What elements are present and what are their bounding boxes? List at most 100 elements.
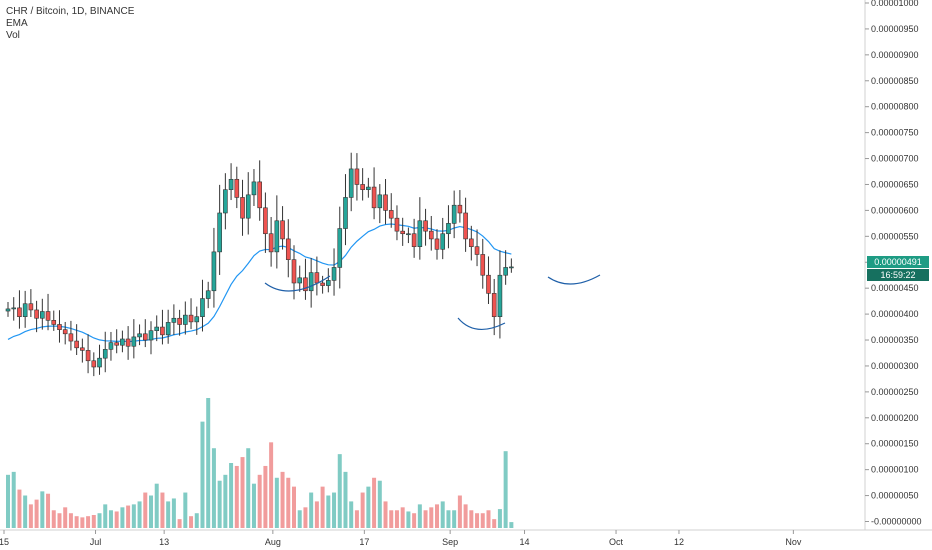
candle[interactable] [320,282,325,286]
candle[interactable] [85,350,91,362]
candle[interactable] [326,280,331,286]
candle[interactable] [360,184,365,190]
candle[interactable] [291,259,297,284]
legend-symbol[interactable]: CHR / Bitcoin, 1D, BINANCE [6,6,135,17]
y-tick-label: 0.00000350 [871,335,919,345]
candle[interactable] [28,303,34,311]
candle[interactable] [22,303,28,317]
candle[interactable] [245,194,251,219]
candle[interactable] [285,238,291,260]
candle[interactable] [366,186,371,190]
candle[interactable] [400,230,405,235]
candle[interactable] [509,266,514,269]
candle[interactable] [57,324,62,330]
candle[interactable] [280,220,285,240]
candle[interactable] [491,293,497,317]
candle[interactable] [223,189,228,214]
candle[interactable] [446,223,451,235]
candle[interactable] [406,233,411,236]
candle[interactable] [80,347,85,351]
candle[interactable] [383,194,388,211]
candle[interactable] [423,220,428,232]
candle[interactable] [188,314,194,323]
legend-ema[interactable]: EMA [6,18,28,29]
candle[interactable] [131,336,137,347]
candle[interactable] [45,311,51,321]
candle[interactable] [388,210,394,219]
candle[interactable] [205,290,211,299]
candle[interactable] [469,238,474,247]
candle[interactable] [97,357,102,368]
candle[interactable] [434,238,440,250]
candle[interactable] [91,360,97,368]
candle[interactable] [228,178,234,190]
candle[interactable] [440,233,446,250]
candle[interactable] [74,340,79,349]
candle[interactable] [457,204,463,214]
candle[interactable] [154,326,160,331]
candle[interactable] [142,333,148,341]
candle[interactable] [297,277,303,284]
candle[interactable] [480,254,486,276]
candle[interactable] [200,298,205,317]
candle[interactable] [120,338,125,346]
candle[interactable] [217,212,222,253]
rounded-bottom-arc-sep[interactable] [457,317,506,330]
candle[interactable] [68,333,74,342]
candle[interactable] [211,251,217,292]
candle[interactable] [274,220,280,253]
candle[interactable] [40,311,45,319]
candle[interactable] [331,267,337,281]
candle[interactable] [257,181,262,209]
candle[interactable] [314,272,320,284]
candle[interactable] [183,314,188,325]
candle[interactable] [17,307,22,317]
candle[interactable] [417,220,423,247]
candle[interactable] [451,204,457,224]
candle[interactable] [251,181,257,196]
candle[interactable] [102,349,108,359]
candle[interactable] [11,307,17,310]
candle[interactable] [194,316,200,323]
candle[interactable] [234,178,240,198]
candle[interactable] [268,233,274,253]
candle[interactable] [263,207,268,235]
legend-vol[interactable]: Vol [6,30,20,41]
x-axis[interactable]: 15 Jul 13 Aug 17 Sep 14 Oct 12 Nov [0,530,802,547]
candle[interactable] [114,342,119,346]
candle[interactable] [474,246,480,255]
volume-bar [475,513,480,528]
rounded-bottom-arc-aug[interactable] [264,275,331,292]
candle[interactable] [137,333,142,338]
candle[interactable] [171,317,177,323]
candle[interactable] [337,228,343,268]
candle[interactable] [108,342,114,350]
candle[interactable] [308,272,314,292]
rounded-bottom-arc-projected[interactable] [547,274,601,285]
candle[interactable] [343,197,348,229]
candle[interactable] [34,309,39,319]
candle[interactable] [348,168,354,198]
candle[interactable] [371,186,377,209]
candle[interactable] [377,194,383,209]
candle[interactable] [394,217,400,232]
candle[interactable] [160,326,165,336]
candle[interactable] [428,230,434,240]
candle[interactable] [51,320,57,325]
candle[interactable] [165,322,171,336]
candle[interactable] [486,274,491,294]
candle[interactable] [303,277,308,292]
candle[interactable] [240,197,245,219]
volume-bar [406,511,411,528]
candle[interactable] [177,317,182,325]
candle[interactable] [503,267,508,276]
candle[interactable] [125,338,131,347]
candle[interactable] [148,330,154,341]
candle[interactable] [354,168,360,185]
candle[interactable] [411,233,417,247]
candle[interactable] [497,274,503,317]
candle[interactable] [463,212,468,240]
candle[interactable] [5,308,11,312]
candle[interactable] [62,329,68,335]
